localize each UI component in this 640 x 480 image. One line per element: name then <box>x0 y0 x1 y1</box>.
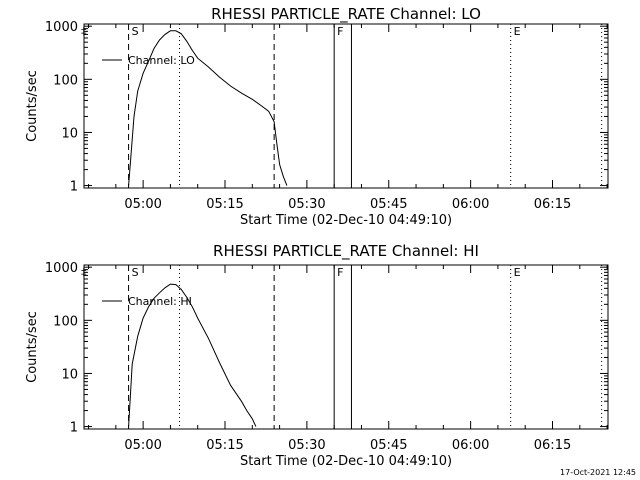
axis-corner-mark: ‡ <box>81 25 87 38</box>
marker-label: E <box>514 25 521 38</box>
x-tick-label: 06:15 <box>534 197 571 212</box>
chart-panel-2: RHESSI PARTICLE_RATE Channel: HI 1 10 100 10… <box>25 242 609 469</box>
series-line <box>128 283 257 427</box>
marker-label: S <box>132 25 139 38</box>
legend-label: Channel: LO <box>128 54 195 67</box>
x-tick-label: 05:30 <box>288 197 325 212</box>
x-tick-label: 05:45 <box>370 438 407 453</box>
y-tick-label: 100 <box>53 73 78 88</box>
y-axis-label: Counts/sec <box>25 70 40 142</box>
series-line <box>128 30 288 186</box>
marker-label: E <box>514 266 521 279</box>
x-tick-label: 05:00 <box>124 438 161 453</box>
x-axis-label: Start Time (02-Dec-10 04:49:10) <box>240 454 452 469</box>
marker-label: F <box>337 25 343 38</box>
x-tick-label: 05:45 <box>370 197 407 212</box>
y-axis-label: Counts/sec <box>25 311 40 383</box>
y-tick-label: 100 <box>53 314 78 329</box>
plot-frame <box>83 264 609 430</box>
marker-label: S <box>132 266 139 279</box>
y-tick-label: 1000 <box>45 261 78 276</box>
chart-title: RHESSI PARTICLE_RATE Channel: LO <box>211 5 481 24</box>
y-tick-label: 1 <box>70 421 78 436</box>
y-tick-label: 10 <box>61 126 78 141</box>
marker-label: F <box>337 266 343 279</box>
y-tick-label: 1 <box>70 180 78 195</box>
x-tick-label: 05:30 <box>288 438 325 453</box>
y-tick-label: 10 <box>61 367 78 382</box>
x-tick-label: 06:00 <box>452 197 489 212</box>
x-tick-label: 05:15 <box>206 438 243 453</box>
x-tick-label: 06:15 <box>534 438 571 453</box>
x-tick-label: 05:00 <box>124 197 161 212</box>
y-tick-label: 1000 <box>45 20 78 35</box>
axis-corner-mark: ‡ <box>81 266 87 279</box>
chart-title: RHESSI PARTICLE_RATE Channel: HI <box>213 242 479 261</box>
x-tick-label: 05:15 <box>206 197 243 212</box>
plot-frame <box>83 23 609 189</box>
footer-timestamp: 17-Oct-2021 12:45 <box>560 468 636 477</box>
legend-label: Channel: HI <box>128 295 192 308</box>
chart-panel-1: RHESSI PARTICLE_RATE Channel: LO 1 10 100 10… <box>25 5 609 228</box>
x-tick-label: 06:00 <box>452 438 489 453</box>
x-axis-label: Start Time (02-Dec-10 04:49:10) <box>240 213 452 228</box>
